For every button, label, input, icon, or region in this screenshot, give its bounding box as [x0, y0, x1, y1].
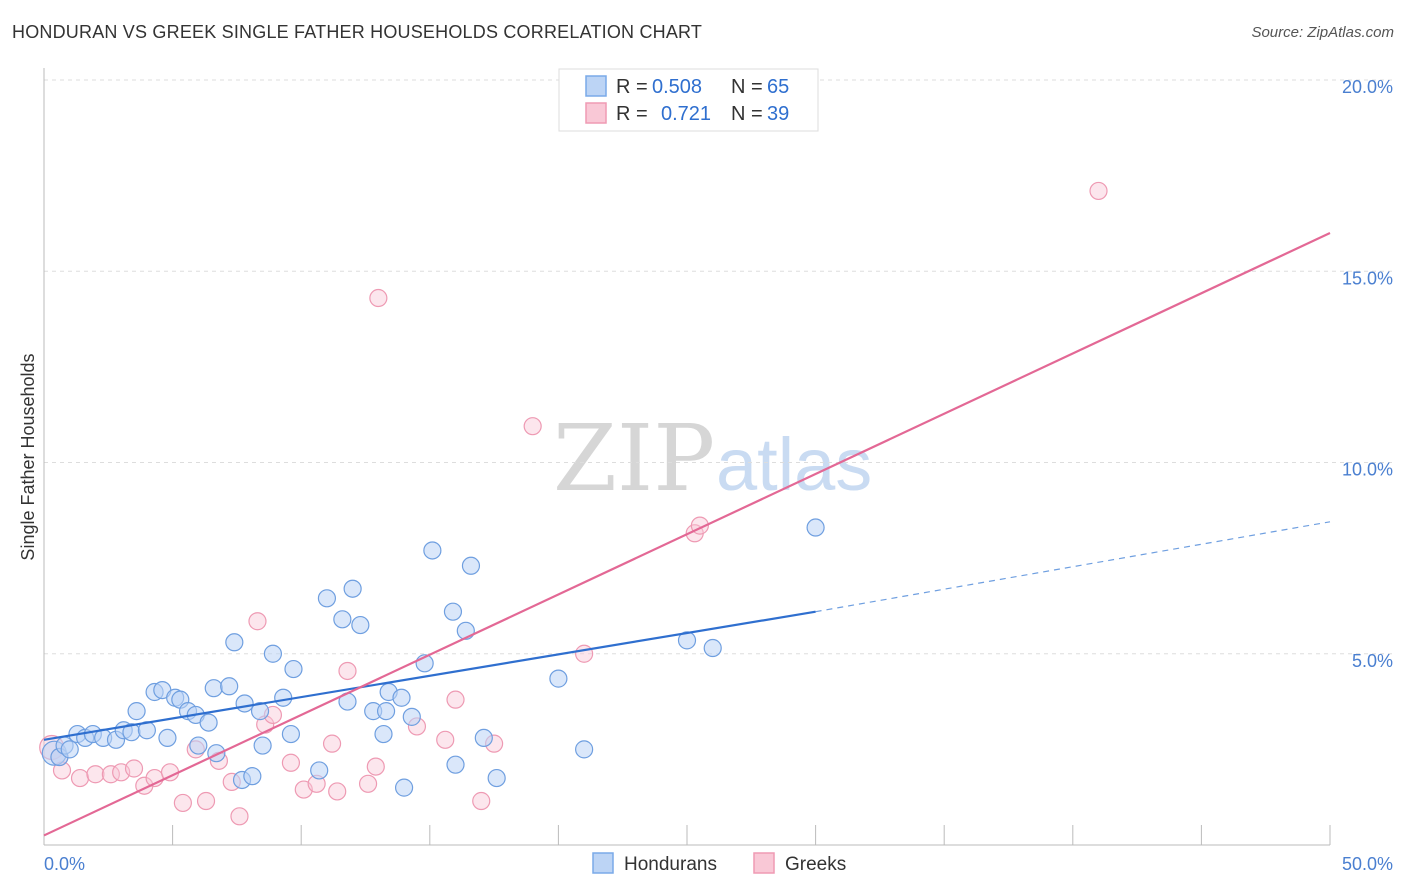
hondurans-point-28	[243, 767, 262, 786]
greeks-point-32	[472, 791, 491, 811]
hondurans-point-22	[204, 679, 223, 698]
greeks-point-3	[70, 768, 90, 788]
hondurans-point-11	[127, 702, 146, 721]
greeks-point-17	[248, 612, 267, 631]
greeks-point-11	[173, 793, 192, 813]
hondurans-point-23	[207, 744, 226, 763]
hondurans-point-55	[487, 768, 506, 788]
greeks-point-28	[369, 288, 388, 308]
hondurans-point-31	[263, 644, 283, 663]
axes	[43, 68, 1331, 846]
greeks-point-7	[124, 759, 144, 778]
hondurans-trend-extension	[815, 521, 1331, 613]
hondurans-point-25	[225, 633, 244, 652]
hondurans-point-59	[703, 638, 722, 658]
hondurans-point-24	[220, 677, 239, 696]
bottom-legend-hondurans: Hondurans	[624, 854, 717, 875]
hondurans-point-51	[446, 755, 465, 774]
greeks-point-31	[446, 690, 465, 709]
x-tick-min: 0.0%	[44, 854, 85, 874]
greeks-point-25	[338, 661, 357, 681]
hondurans-point-57	[575, 740, 594, 759]
y-tick-label-2: 15.0%	[1342, 268, 1393, 288]
greeks-point-26	[358, 774, 378, 793]
hondurans-point-37	[333, 610, 352, 629]
hondurans-point-40	[351, 615, 370, 635]
y-tick-label-3: 20.0%	[1342, 77, 1393, 97]
hondurans-point-42	[374, 724, 393, 744]
series-legend: Hondurans Greeks	[592, 852, 846, 875]
hondurans-point-39	[343, 579, 362, 598]
hondurans-point-36	[317, 589, 337, 608]
y-axis-label: Single Father Households	[18, 353, 38, 560]
hondurans-point-3	[60, 740, 79, 759]
legend-n-label-hondurans: N =	[731, 76, 763, 98]
greeks-trend-line	[43, 232, 1331, 837]
hondurans-point-49	[423, 541, 442, 560]
hondurans-point-27	[235, 694, 254, 713]
x-tick-max: 50.0%	[1342, 854, 1393, 874]
hondurans-point-15	[158, 728, 177, 748]
source-label: Source: ZipAtlas.com	[1251, 24, 1394, 41]
greeks-point-27	[366, 757, 385, 776]
hondurans-point-46	[394, 778, 414, 797]
legend-n-value-hondurans: 65	[767, 76, 789, 98]
greeks-point-24	[328, 782, 347, 801]
hondurans-point-45	[392, 688, 411, 707]
chart-title: HONDURAN VS GREEK SINGLE FATHER HOUSEHOL…	[12, 22, 703, 42]
gridlines	[44, 79, 1393, 655]
legend-r-value-greeks: 0.721	[661, 103, 711, 125]
greeks-point-23	[322, 734, 342, 753]
stats-legend: R = 0.508 N = 65 R = 0.721 N = 39	[558, 68, 819, 132]
hondurans-point-60	[806, 518, 825, 537]
hondurans-point-56	[549, 669, 568, 688]
hondurans-point-47	[402, 707, 421, 726]
greeks-point-13	[196, 791, 216, 811]
hondurans-point-33	[281, 724, 301, 744]
bottom-legend-swatch-hondurans	[592, 852, 614, 874]
hondurans-point-54	[474, 728, 493, 748]
watermark-atlas: atlas	[716, 423, 872, 506]
hondurans-point-50	[443, 602, 463, 621]
hondurans-point-43	[376, 702, 396, 721]
legend-r-label-hondurans: R =	[616, 76, 648, 98]
hondurans-point-32	[274, 688, 293, 707]
y-tick-label-1: 10.0%	[1342, 460, 1393, 480]
legend-swatch-hondurans	[585, 75, 607, 97]
hondurans-point-21	[199, 713, 218, 732]
legend-r-label-greeks: R =	[616, 103, 648, 125]
greeks-point-20	[281, 753, 301, 772]
greeks-point-38	[1089, 181, 1108, 201]
bottom-legend-swatch-greeks	[753, 852, 775, 874]
hondurans-point-34	[284, 659, 303, 679]
hondurans-point-29	[250, 702, 270, 721]
hondurans-point-58	[677, 631, 697, 650]
legend-n-value-greeks: 39	[767, 103, 789, 125]
legend-r-value-hondurans: 0.508	[652, 76, 702, 98]
greeks-point-4	[86, 765, 105, 784]
greeks-point-34	[523, 417, 542, 436]
hondurans-trend-line	[43, 610, 816, 741]
bottom-legend-greeks: Greeks	[785, 854, 846, 875]
hondurans-points	[41, 518, 825, 797]
legend-swatch-greeks	[585, 102, 607, 124]
hondurans-point-53	[461, 556, 481, 575]
hondurans-point-30	[253, 736, 272, 755]
trend-lines	[43, 232, 1331, 837]
greeks-point-16	[230, 807, 249, 826]
watermark-zip: ZIP	[553, 405, 715, 512]
greeks-point-30	[436, 730, 455, 749]
hondurans-point-35	[310, 761, 329, 780]
y-tick-labels: 5.0% 10.0% 15.0% 20.0%	[1342, 77, 1393, 671]
y-tick-label-0: 5.0%	[1352, 651, 1393, 671]
hondurans-point-20	[189, 736, 208, 755]
greeks-point-35	[575, 644, 594, 663]
legend-n-label-greeks: N =	[731, 103, 763, 125]
